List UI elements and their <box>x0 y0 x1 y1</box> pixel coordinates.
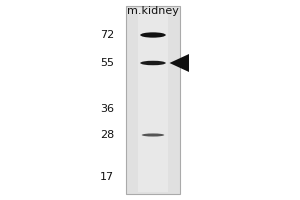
Text: 55: 55 <box>100 58 114 68</box>
Bar <box>126 6 180 194</box>
Text: 36: 36 <box>100 104 114 114</box>
Text: 28: 28 <box>100 130 114 140</box>
Ellipse shape <box>142 133 164 137</box>
Text: 72: 72 <box>100 30 114 40</box>
Text: m.kidney: m.kidney <box>127 6 179 16</box>
Ellipse shape <box>140 61 166 65</box>
Ellipse shape <box>140 32 166 38</box>
Polygon shape <box>169 54 189 72</box>
Bar <box>138 8 168 192</box>
Text: 17: 17 <box>100 172 114 182</box>
